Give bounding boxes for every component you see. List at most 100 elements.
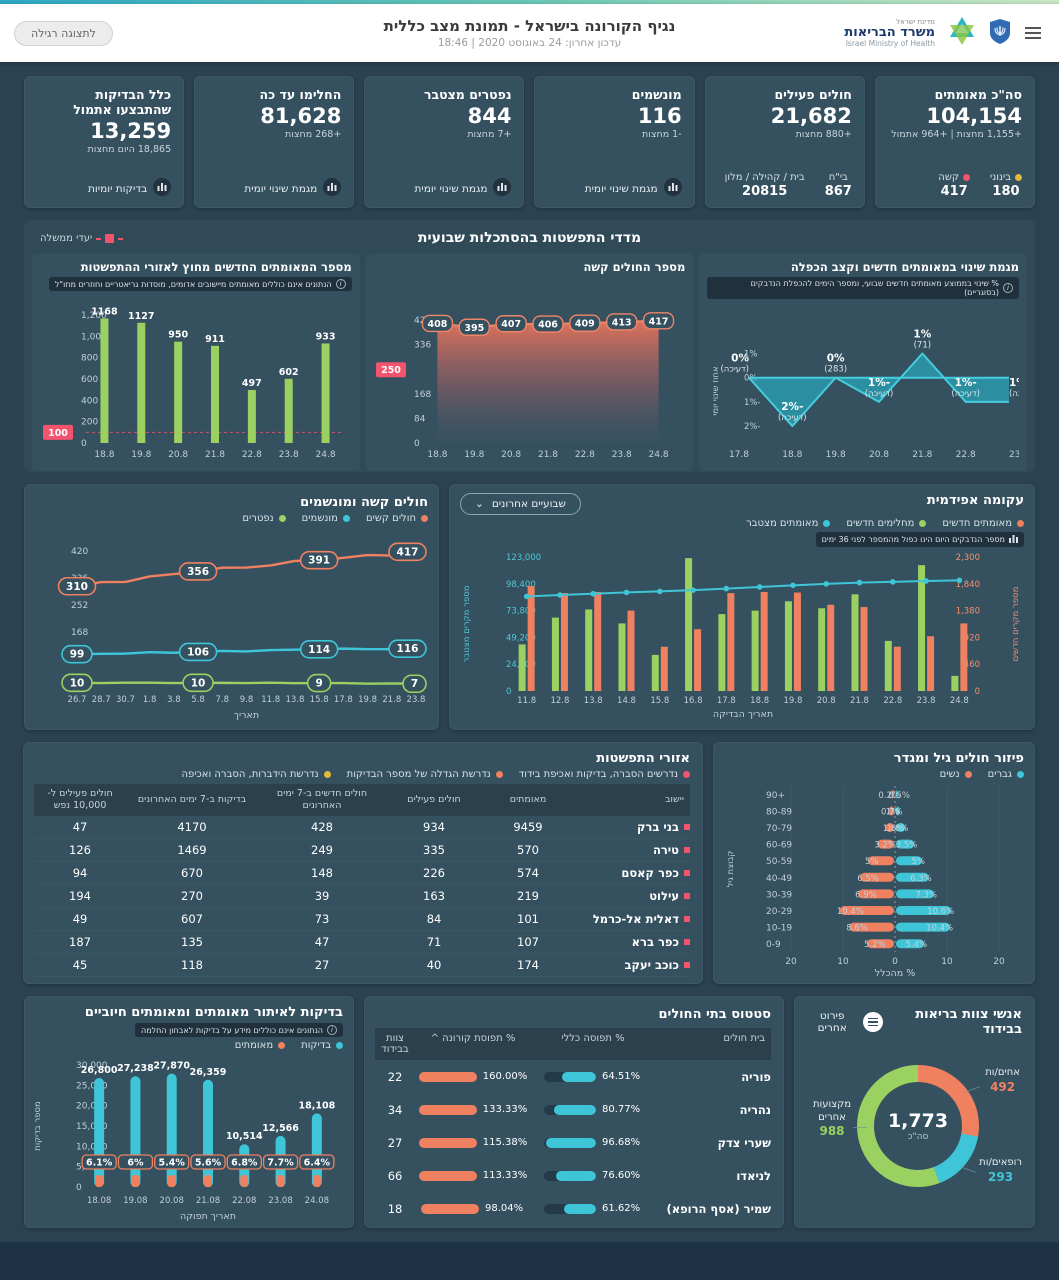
svg-text:168: 168: [414, 390, 431, 400]
svg-text:14.8: 14.8: [617, 696, 636, 706]
svg-text:80-89: 80-89: [766, 807, 792, 817]
age-gender-legend: גברים נשים: [724, 769, 1024, 780]
svg-text:6.3%: 6.3%: [910, 874, 932, 884]
svg-text:-1%: -1%: [744, 398, 761, 408]
table-cell: 40: [386, 954, 482, 977]
svg-text:106: 106: [187, 646, 209, 658]
chart-title: מגמת שינוי במאומתים חדשים וקצב הכפלה: [790, 260, 1019, 274]
svg-text:-1%: -1%: [1009, 377, 1019, 389]
svg-text:28.7: 28.7: [92, 695, 111, 705]
svg-text:70-79: 70-79: [766, 824, 792, 834]
kpi-delta: +880 מחצות: [795, 129, 852, 140]
date-range-dropdown[interactable]: שבועיים אחרונים ⌄: [460, 493, 581, 515]
severe-ventilated-card: חולים קשה ומונשמים חולים קשים מונשמים נפטר…: [24, 484, 439, 730]
svg-text:310: 310: [66, 581, 88, 593]
kpi-title: כלל הבדיקות שהתבצעו אתמול: [73, 87, 172, 117]
svg-text:99: 99: [70, 649, 85, 661]
kpi-trend-link[interactable]: מגמת שינוי יומית: [377, 178, 512, 199]
svg-text:20.8: 20.8: [869, 450, 889, 460]
legend-item: נשים: [940, 769, 972, 780]
svg-text:20: 20: [993, 957, 1005, 967]
hospitals-table: בית חולים% תפוסה כללי% תפוסת קורונה ^ צוו…: [375, 1028, 771, 1225]
svg-text:20.8: 20.8: [168, 450, 188, 460]
svg-text:3.5%: 3.5%: [896, 841, 918, 851]
svg-text:5.2%: 5.2%: [864, 940, 886, 950]
svg-text:(דעיכה): (דעיכה): [1009, 389, 1019, 399]
kpi-value: 13,259: [90, 119, 172, 143]
svg-text:7: 7: [411, 678, 418, 690]
svg-text:+90: +90: [766, 791, 785, 801]
column-header: בדיקות ב-7 ימים האחרונים: [126, 784, 258, 816]
age-gender-card: פיזור חולים גיל ומגדר גברים נשים 0.5% 0.2%…: [713, 742, 1035, 984]
settlement-name: כוכב יעקב: [574, 954, 690, 977]
svg-text:420: 420: [71, 547, 88, 557]
hospital-name: לניאדו: [736, 1168, 771, 1183]
kpi-trend-link[interactable]: מגמת שינוי יומית: [547, 178, 682, 199]
svg-text:10: 10: [191, 677, 206, 689]
table-cell: 607: [126, 908, 258, 931]
svg-text:5%: 5%: [865, 857, 879, 867]
menu-icon[interactable]: [1021, 23, 1045, 43]
svg-text:10-19: 10-19: [766, 924, 792, 934]
top-accent-bar: [0, 0, 1059, 4]
table-cell: 148: [258, 862, 386, 885]
staff-isolated-count: 22: [387, 1069, 403, 1084]
donut-callout: רופאים/ות 293: [979, 1157, 1022, 1184]
legend-item: מאומתים חדשים: [942, 518, 1024, 529]
staff-isolated-count: 34: [387, 1102, 403, 1117]
target-legend-label: יעדי ממשלה: [40, 233, 93, 244]
svg-text:19.8: 19.8: [131, 450, 151, 460]
normal-view-button[interactable]: לתצוגה רגילה: [14, 20, 113, 46]
table-cell: 71: [386, 931, 482, 954]
svg-text:(דעיכה): (דעיכה): [951, 389, 980, 399]
table-cell: 270: [126, 885, 258, 908]
svg-text:395: 395: [465, 323, 485, 334]
change-trend-chart: 1%0%-1%-2%אחוז שינוי יומי0%(דעיכה)17.8-2…: [707, 299, 1038, 467]
others-details-button[interactable]: פירוט אחרים: [807, 1010, 884, 1034]
svg-text:23.8: 23.8: [612, 450, 632, 460]
bar-chart-icon: [153, 178, 172, 199]
svg-text:920: 920: [964, 633, 980, 643]
settlement-name: כפר קאסם: [574, 862, 690, 885]
svg-text:-1%: -1%: [868, 377, 890, 389]
svg-text:23.8: 23.8: [278, 450, 298, 460]
svg-text:(71): (71): [914, 341, 931, 351]
svg-text:(דעיכה): (דעיכה): [778, 413, 807, 423]
logo-line2: משרד הבריאות: [844, 24, 935, 40]
kpi-card: החלימו עד כה 81,628 +268 מחצות מגמת שינוי י…: [194, 76, 355, 208]
svg-text:10: 10: [941, 957, 953, 967]
table-cell: 335: [386, 839, 482, 862]
panel-outside-areas: מספר המאומתים החדשים מחוץ לאזורי ההתפשטו…: [31, 254, 360, 471]
epidemic-curve-chart: 024,60049,20073,80098,400123,00004609201…: [460, 549, 1024, 725]
kpi-card: סה"כ מאומתים 104,154 +1,155 מחצות | +964 א…: [874, 76, 1035, 208]
svg-text:0: 0: [892, 957, 898, 967]
svg-text:% מהכלל: % מהכלל: [875, 968, 916, 979]
svg-text:950: 950: [168, 330, 188, 341]
chart-title: בדיקות לאיתור מאומתים ומאומתים חיוביים: [84, 1005, 343, 1020]
svg-text:1%: 1%: [886, 807, 900, 817]
svg-text:18.8: 18.8: [94, 450, 114, 460]
table-cell: 570: [482, 839, 574, 862]
table-title: אזורי התפשטות: [596, 751, 690, 766]
table-cell: 219: [482, 885, 574, 908]
svg-text:26,359: 26,359: [190, 1067, 227, 1078]
kpi-trend-link[interactable]: מגמת שינוי יומית: [207, 178, 342, 199]
svg-text:6.9%: 6.9%: [855, 890, 877, 900]
svg-text:1%: 1%: [913, 329, 931, 341]
svg-text:7.8: 7.8: [216, 695, 230, 705]
table-cell: 49: [34, 908, 126, 931]
svg-text:1,200: 1,200: [81, 311, 107, 321]
svg-text:-2%: -2%: [781, 401, 803, 413]
legend-item: מונשמים: [302, 513, 350, 524]
svg-text:17.8: 17.8: [717, 696, 736, 706]
svg-text:30-39: 30-39: [766, 890, 792, 900]
column-header: חולים חדשים ב-7 ימים האחרונים: [258, 784, 386, 816]
svg-text:20.8: 20.8: [501, 450, 521, 460]
svg-text:10: 10: [70, 677, 85, 689]
kpi-value: 81,628: [260, 104, 342, 128]
svg-text:20.08: 20.08: [160, 1196, 184, 1206]
svg-text:19.8: 19.8: [783, 696, 802, 706]
kpi-trend-link[interactable]: בדיקות יומיות: [37, 178, 172, 199]
svg-text:417: 417: [397, 546, 419, 558]
kpi-title: חולים פעילים: [774, 87, 852, 102]
